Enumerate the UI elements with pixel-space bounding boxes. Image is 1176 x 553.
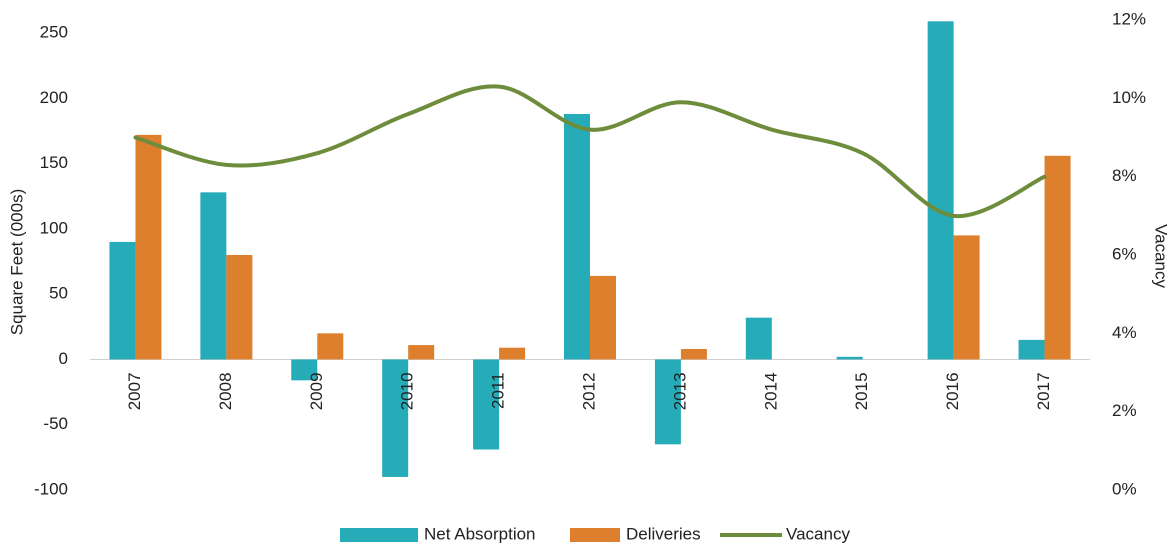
y-tick-label: -100 xyxy=(34,479,68,498)
legend-label: Deliveries xyxy=(626,524,701,543)
y-tick-label: 250 xyxy=(40,23,68,42)
line xyxy=(133,84,1047,218)
x-tick-label: 2013 xyxy=(670,372,689,410)
bar xyxy=(291,359,318,381)
bar xyxy=(382,359,409,477)
y-tick-label: -50 xyxy=(43,414,68,433)
x-tick-label: 2014 xyxy=(761,372,780,410)
y2-tick-label: 4% xyxy=(1112,323,1137,342)
x-tick-label: 2009 xyxy=(307,372,326,410)
legend-label: Vacancy xyxy=(786,524,850,543)
x-tick-label: 2016 xyxy=(943,372,962,410)
legend-swatch xyxy=(570,528,620,542)
legend-label: Net Absorption xyxy=(424,524,536,543)
x-tick-label: 2008 xyxy=(216,372,235,410)
x-tick-label: 2012 xyxy=(579,372,598,410)
bar xyxy=(200,192,227,360)
x-tick-label: 2017 xyxy=(1034,372,1053,410)
y-tick-label: 200 xyxy=(40,88,68,107)
x-tick-label: 2011 xyxy=(489,372,508,409)
bar xyxy=(927,21,954,360)
bar xyxy=(1018,339,1045,360)
bar xyxy=(953,235,980,360)
bar xyxy=(317,333,344,360)
y2-tick-label: 6% xyxy=(1112,244,1137,263)
y2-axis-title: Vacancy xyxy=(1152,224,1171,288)
y2-tick-label: 8% xyxy=(1112,166,1137,185)
bar xyxy=(564,114,590,360)
bar xyxy=(109,241,136,360)
bar xyxy=(226,255,253,360)
bar xyxy=(590,275,616,360)
x-tick-label: 2007 xyxy=(125,372,144,410)
bar xyxy=(473,359,500,450)
x-tick-label: 2015 xyxy=(852,372,871,410)
bar xyxy=(1044,155,1071,360)
bar xyxy=(745,317,772,360)
y2-tick-label: 0% xyxy=(1112,479,1137,498)
y2-tick-label: 10% xyxy=(1112,88,1146,107)
bar xyxy=(135,134,162,360)
y-tick-label: 150 xyxy=(40,153,68,172)
bar xyxy=(680,349,707,360)
y-tick-label: 0 xyxy=(59,349,68,368)
legend-swatch xyxy=(340,528,418,542)
y-tick-label: 50 xyxy=(49,284,68,303)
bar xyxy=(408,345,435,360)
bar xyxy=(836,356,863,360)
y-axis-title: Square Feet (000s) xyxy=(7,189,26,335)
x-tick-label: 2010 xyxy=(398,372,417,410)
y2-tick-label: 12% xyxy=(1112,9,1146,28)
bar xyxy=(499,347,526,360)
y-tick-label: 100 xyxy=(40,218,68,237)
y2-tick-label: 2% xyxy=(1112,401,1137,420)
bar xyxy=(654,359,681,445)
